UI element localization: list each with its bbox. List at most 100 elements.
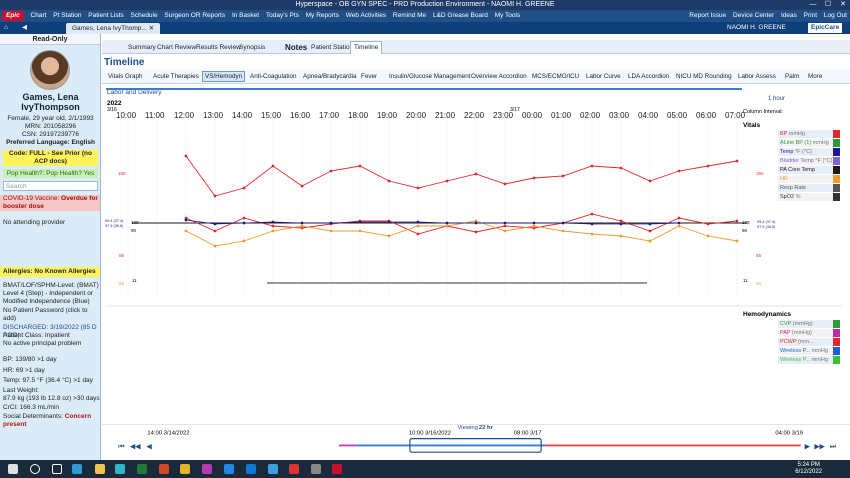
principal-problem[interactable]: No active principal problem [3,340,82,347]
data-point-hr[interactable] [184,229,188,233]
tl-labor-assess[interactable]: Labor Assess [738,73,776,80]
data-point-hr[interactable] [648,239,652,243]
edge-icon[interactable] [72,464,82,474]
app3-icon[interactable] [311,464,321,474]
close-tab-icon[interactable]: ✕ [148,25,155,32]
minimize-button[interactable]: — [809,1,817,8]
data-point-hr[interactable] [329,229,333,233]
log-out-button[interactable]: Log Out [823,12,847,19]
data-point-bp[interactable] [474,230,478,234]
vitals-legend-item[interactable]: Resp Rate [778,184,840,192]
toolbar-my-reports[interactable]: My Reports [305,12,339,19]
system-clock[interactable]: 5:24 PM 6/12/2022 [795,462,822,476]
data-point-bp[interactable] [242,186,246,190]
vitals-legend-item[interactable]: PA Core Temp [778,166,840,174]
data-point-hr[interactable] [503,229,507,233]
data-point-hr[interactable] [213,244,217,248]
data-point-hr[interactable] [387,234,391,238]
scrub-last-icon[interactable]: ⏭ [830,443,836,450]
allergies-banner[interactable]: Allergies: No Known Allergies [0,267,100,277]
data-point-hr[interactable] [532,224,536,228]
tl-palm[interactable]: Palm [785,73,800,80]
scrub-step-back-icon[interactable]: ◀ [146,443,152,450]
close-window-button[interactable]: ✕ [840,1,846,8]
data-point-hr[interactable] [300,224,304,228]
patient-password[interactable]: No Patient Password (click to add) [3,307,88,322]
tl-insulin-glucose[interactable]: Insulin/Glucose Management [389,73,471,80]
tl-mcs-ecmo-icu[interactable]: MCS/ECMO/ICU [532,73,580,80]
data-point-bp[interactable] [706,164,710,168]
data-point-bp[interactable] [735,159,739,163]
timeline-scrubber[interactable]: 14:00 3/14/2022 10:00 3/16/2022 Viewing … [102,424,850,460]
tl-labor-curve[interactable]: Labor Curve [586,73,621,80]
data-point-bp[interactable] [271,224,275,228]
data-point-bp[interactable] [271,164,275,168]
data-point-bp[interactable] [590,164,594,168]
epic-taskbar-icon[interactable] [332,464,342,474]
scrub-step-forward-icon[interactable]: ▶ [805,443,811,450]
tl-anti-coagulation[interactable]: Anti-Coagulation [250,73,297,80]
data-point-bp[interactable] [184,154,188,158]
epic-menu-button[interactable]: Epic [2,11,24,21]
data-point-temp[interactable] [474,221,478,225]
data-point-bp[interactable] [648,179,652,183]
data-point-bp[interactable] [474,172,478,176]
data-point-temp[interactable] [242,221,246,225]
toolbar-todays-pts[interactable]: Today's Pts [265,12,299,19]
vitals-legend-item[interactable]: ALine BP (1) mmHg [778,139,840,147]
tab-summary[interactable]: Summary [128,44,156,51]
patient-workspace-tab[interactable]: Games, Lena IvyThomp... ✕ [66,23,161,34]
onenote-icon[interactable] [202,464,212,474]
data-point-hr[interactable] [271,229,275,233]
data-point-bp[interactable] [300,226,304,230]
app2-icon[interactable] [268,464,278,474]
data-point-bp[interactable] [648,229,652,233]
tl-vitals-graph[interactable]: Vitals Graph [108,73,143,80]
data-point-bp[interactable] [213,229,217,233]
patient-name[interactable]: Games, Lena IvyThompson [0,92,100,112]
toolbar-remind-me[interactable]: Remind Me [392,12,427,19]
data-point-hr[interactable] [590,232,594,236]
data-point-bp[interactable] [677,169,681,173]
mobility-level[interactable]: BMAT/LOF/SPHM-Level: (BMAT) Level 4 (Ste… [3,282,99,305]
hemo-legend-item[interactable]: CVP (mmHg) [778,320,840,328]
data-point-bp[interactable] [677,216,681,220]
tl-lda-accordion[interactable]: LDA Accordion [628,73,670,80]
data-point-temp[interactable] [445,221,449,225]
data-point-temp[interactable] [648,222,652,226]
search-icon[interactable] [30,464,40,474]
tl-more[interactable]: More [808,73,823,80]
data-point-bp[interactable] [706,222,710,226]
scrub-window-handle[interactable] [409,438,542,453]
tl-fever[interactable]: Fever [361,73,378,80]
tab-notes[interactable]: Notes [285,43,308,52]
sidebar-search-input[interactable]: Search [3,181,98,191]
pdf-icon[interactable] [289,464,299,474]
home-icon[interactable]: ⌂ [4,24,8,31]
data-point-hr[interactable] [619,234,623,238]
print-button[interactable]: Print [803,12,818,19]
tab-timeline[interactable]: Timeline [350,41,383,54]
tl-vs-hemodyn[interactable]: VS/Hemodyn [202,71,246,82]
tl-acute-therapies[interactable]: Acute Therapies [153,73,199,80]
data-point-temp[interactable] [300,221,304,225]
data-point-bp[interactable] [503,182,507,186]
toolbar-in-basket[interactable]: In Basket [231,12,260,19]
data-point-hr[interactable] [474,219,478,223]
data-point-temp[interactable] [329,221,333,225]
data-point-temp[interactable] [387,220,391,224]
data-point-hr[interactable] [706,234,710,238]
tl-overview-accordion[interactable]: Overview Accordion [471,73,527,80]
scrub-first-icon[interactable]: ⏮ [118,443,124,450]
data-point-bp[interactable] [445,179,449,183]
hemo-legend-item[interactable]: Wireless P... mmHg [778,347,840,355]
tab-chart-review[interactable]: Chart Review [157,44,197,51]
outlook-icon[interactable] [224,464,234,474]
data-point-temp[interactable] [677,221,681,225]
toolbar-schedule[interactable]: Schedule [130,12,158,19]
data-point-bp[interactable] [213,194,217,198]
toolbar-my-tools[interactable]: My Tools [494,12,521,19]
social-determinants[interactable]: Social Determinants: Concern present [3,413,100,429]
scrub-forward-icon[interactable]: ▶▶ [814,443,825,450]
data-point-bp[interactable] [503,224,507,228]
